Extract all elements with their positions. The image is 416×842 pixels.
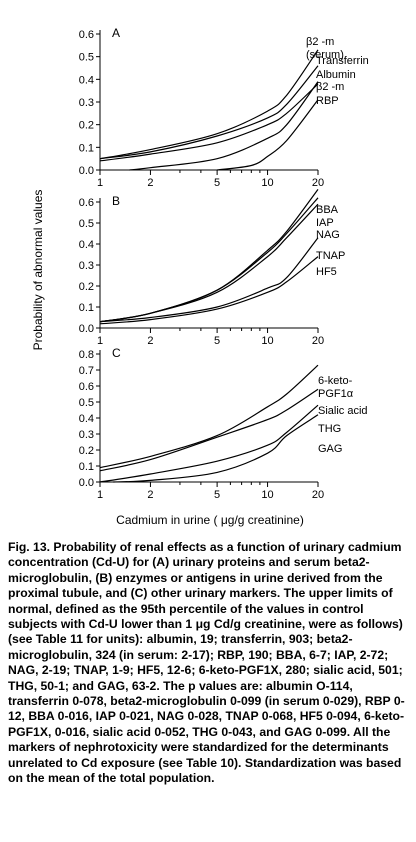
x-tick-label: 2 [147,489,153,501]
y-tick-label: 0.0 [79,165,94,177]
x-tick-label: 1 [97,177,103,189]
y-tick-label: 0.1 [79,142,94,154]
series-line [99,203,319,323]
series-line [99,189,319,323]
x-tick-label: 5 [214,335,220,347]
series-label: Transferrin [316,55,369,67]
series-line [99,256,319,325]
panel-label: A [112,26,120,40]
y-tick-label: 0.1 [79,461,94,473]
series-label: RBP [316,95,339,107]
x-tick-label: 20 [312,489,324,501]
series-label: β2 -m (serum) [306,36,344,61]
y-tick-label: 0.5 [79,397,94,409]
y-tick-label: 0.2 [79,281,94,293]
y-axis-label: Probability of abnormal values [31,190,45,351]
y-tick-label: 0.4 [79,413,94,425]
series-line [99,388,319,472]
x-tick-label: 1 [97,489,103,501]
series-line [217,99,319,171]
x-tick-label: 20 [312,177,324,189]
y-tick-label: 0.6 [79,197,94,209]
series-line [99,83,319,162]
y-tick-label: 0.5 [79,218,94,230]
y-tick-label: 0.2 [79,120,94,132]
y-tick-label: 0.3 [79,429,94,441]
y-tick-label: 0.0 [79,477,94,489]
y-tick-label: 0.6 [79,381,94,393]
x-tick-label: 10 [261,335,273,347]
y-tick-label: 0.6 [79,29,94,41]
series-line [99,237,319,323]
series-line [99,364,319,469]
y-tick-label: 0.7 [79,365,94,377]
panel-C: C 0.0 0.1 0.2 0.3 0.4 0.5 0.6 0.7 0.8 1 2 5 10 20 6-ket… [79,346,368,501]
panel-label: B [112,194,120,208]
series-line [99,65,319,160]
series-line [99,197,319,323]
y-tick-label: 0.4 [79,239,94,251]
x-tick-label: 20 [312,335,324,347]
series-label: Albumin [316,69,356,81]
figure-13-chart: Probability of abnormal values Cadmium i… [31,26,369,527]
series-label: IAP [316,217,334,229]
y-tick-label: 0.8 [79,349,94,361]
x-tick-label: 2 [147,335,153,347]
x-tick-label: 5 [214,177,220,189]
y-tick-label: 0.4 [79,74,94,86]
panel-label: C [112,346,121,360]
series-label: TNAP [316,250,345,262]
series-label: NAG [316,229,340,241]
series-label: BBA [316,204,339,216]
series-label: HF5 [316,266,337,278]
series-line [129,81,319,171]
x-tick-label: 5 [214,489,220,501]
y-tick-label: 0.0 [79,323,94,335]
y-tick-label: 0.3 [79,260,94,272]
panel-A: A 0.0 0.1 0.2 0.3 0.4 0.5 0.6 1 2 5 10 20 β2 -m (serum… [79,26,369,189]
figure-caption: Fig. 13. Probability of renal effects as… [8,540,405,786]
y-tick-label: 0.5 [79,52,94,64]
series-label: β2 -m [316,81,344,93]
x-tick-label: 2 [147,177,153,189]
y-tick-label: 0.1 [79,302,94,314]
series-line [113,414,319,483]
x-tick-label: 1 [97,335,103,347]
x-tick-label: 10 [261,489,273,501]
y-tick-label: 0.2 [79,445,94,457]
series-label: Sialic acid [318,405,368,417]
series-label: 6-keto-PGF1α [318,375,354,400]
series-line [99,49,319,160]
x-axis-label: Cadmium in urine ( μg/g creatinine) [116,513,304,527]
x-tick-label: 10 [261,177,273,189]
y-tick-label: 0.3 [79,97,94,109]
series-label: THG [318,423,341,435]
series-line [99,404,319,483]
series-label: GAG [318,443,342,455]
